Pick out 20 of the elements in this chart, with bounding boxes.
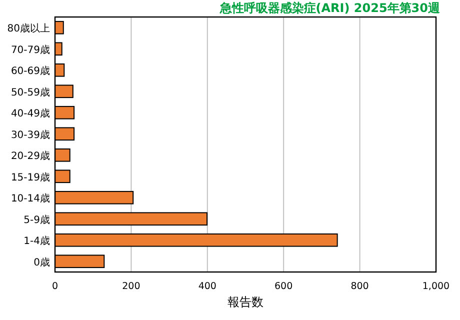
y-tick-label: 50-59歳 xyxy=(10,86,50,98)
y-tick-label: 5-9歳 xyxy=(24,214,50,226)
x-tick-label: 200 xyxy=(122,281,140,292)
x-tick-label: 600 xyxy=(274,281,293,292)
y-tick-label: 60-69歳 xyxy=(10,65,50,78)
x-tick-label: 800 xyxy=(350,281,369,292)
y-tick-label: 70-79歳 xyxy=(10,44,50,56)
x-axis-title: 報告数 xyxy=(228,295,264,309)
x-tick-label: 400 xyxy=(198,281,216,292)
y-tick-label: 15-19歳 xyxy=(10,171,50,184)
y-tick-label: 0歳 xyxy=(34,256,50,268)
y-tick-label: 30-39歳 xyxy=(10,128,50,141)
y-tick-label: 20-29歳 xyxy=(10,150,50,162)
y-tick-label: 10-14歳 xyxy=(10,192,50,205)
y-tick-label: 1-4歳 xyxy=(24,235,50,248)
y-tick-label: 80歳以上 xyxy=(7,22,50,35)
x-tick-label: 0 xyxy=(52,281,58,292)
y-tick-label: 40-49歳 xyxy=(10,108,50,120)
x-tick-label: 1,000 xyxy=(422,281,450,292)
chart-title: 急性呼吸器感染症(ARI) 2025年第30週 xyxy=(218,1,441,15)
